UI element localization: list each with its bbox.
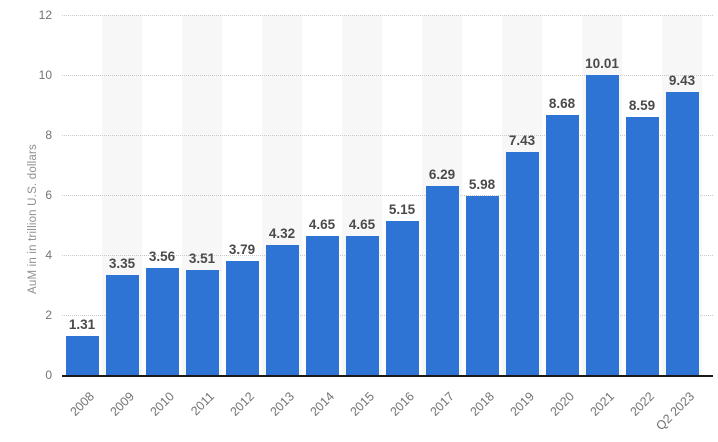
bar[interactable] <box>665 92 699 375</box>
bar-value-label: 4.65 <box>348 216 376 232</box>
bar[interactable] <box>625 117 659 375</box>
bar-value-label: 3.79 <box>228 242 256 258</box>
bar[interactable] <box>345 235 379 375</box>
y-tick-label: 12 <box>38 8 52 22</box>
x-tick-label: 2009 <box>107 389 138 419</box>
bar[interactable] <box>305 235 339 375</box>
bar[interactable] <box>425 186 459 375</box>
x-tick-label: 2014 <box>307 389 338 419</box>
bar-value-label: 3.56 <box>148 249 176 265</box>
x-tick-label: 2010 <box>147 389 178 419</box>
bar[interactable] <box>465 195 499 375</box>
gridline <box>62 195 713 196</box>
bar[interactable] <box>385 220 419 375</box>
bar[interactable] <box>145 268 179 375</box>
bar[interactable] <box>105 274 139 375</box>
bar[interactable] <box>185 269 219 375</box>
x-tick-label: 2013 <box>267 389 298 419</box>
bar-value-label: 9.43 <box>668 73 696 89</box>
x-tick-label: Q2 2023 <box>653 389 698 434</box>
y-tick-label: 8 <box>45 128 52 142</box>
x-tick-label: 2020 <box>547 389 578 419</box>
bar-value-label: 5.98 <box>468 176 496 192</box>
y-tick-label: 10 <box>38 68 52 82</box>
bar-value-label: 4.32 <box>268 226 296 242</box>
gridline <box>62 135 713 136</box>
x-tick-label: 2021 <box>587 389 618 419</box>
y-tick-label: 0 <box>45 368 52 382</box>
x-tick-label: 2016 <box>387 389 418 419</box>
bar-value-label: 3.35 <box>108 255 136 271</box>
bar-value-label: 4.65 <box>308 216 336 232</box>
bar[interactable] <box>265 245 299 375</box>
bar[interactable] <box>545 114 579 375</box>
bar[interactable] <box>505 152 539 375</box>
x-tick-label: 2018 <box>467 389 498 419</box>
bar[interactable] <box>225 261 259 375</box>
x-tick-label: 2019 <box>507 389 538 419</box>
y-tick-label: 2 <box>45 308 52 322</box>
x-tick-label: 2008 <box>67 389 98 419</box>
x-tick-label: 2022 <box>627 389 658 419</box>
bar-value-label: 7.43 <box>508 133 536 149</box>
y-tick-label: 4 <box>45 248 52 262</box>
bar-value-label: 3.51 <box>188 250 216 266</box>
gridline <box>62 75 713 76</box>
bar-value-label: 8.59 <box>628 98 656 114</box>
bar-value-label: 5.15 <box>388 201 416 217</box>
bar[interactable] <box>585 74 619 375</box>
x-tick-label: 2017 <box>427 389 458 419</box>
y-tick-label: 6 <box>45 188 52 202</box>
gridline <box>62 15 713 16</box>
bar[interactable] <box>65 335 99 375</box>
x-tick-label: 2011 <box>188 389 218 419</box>
x-tick-label: 2015 <box>347 389 378 419</box>
x-axis-line <box>62 375 713 377</box>
bar-value-label: 6.29 <box>428 167 456 183</box>
bar-value-label: 10.01 <box>585 55 619 71</box>
x-tick-label: 2012 <box>227 389 258 419</box>
bar-value-label: 8.68 <box>548 95 576 111</box>
bar-value-label: 1.31 <box>68 316 96 332</box>
